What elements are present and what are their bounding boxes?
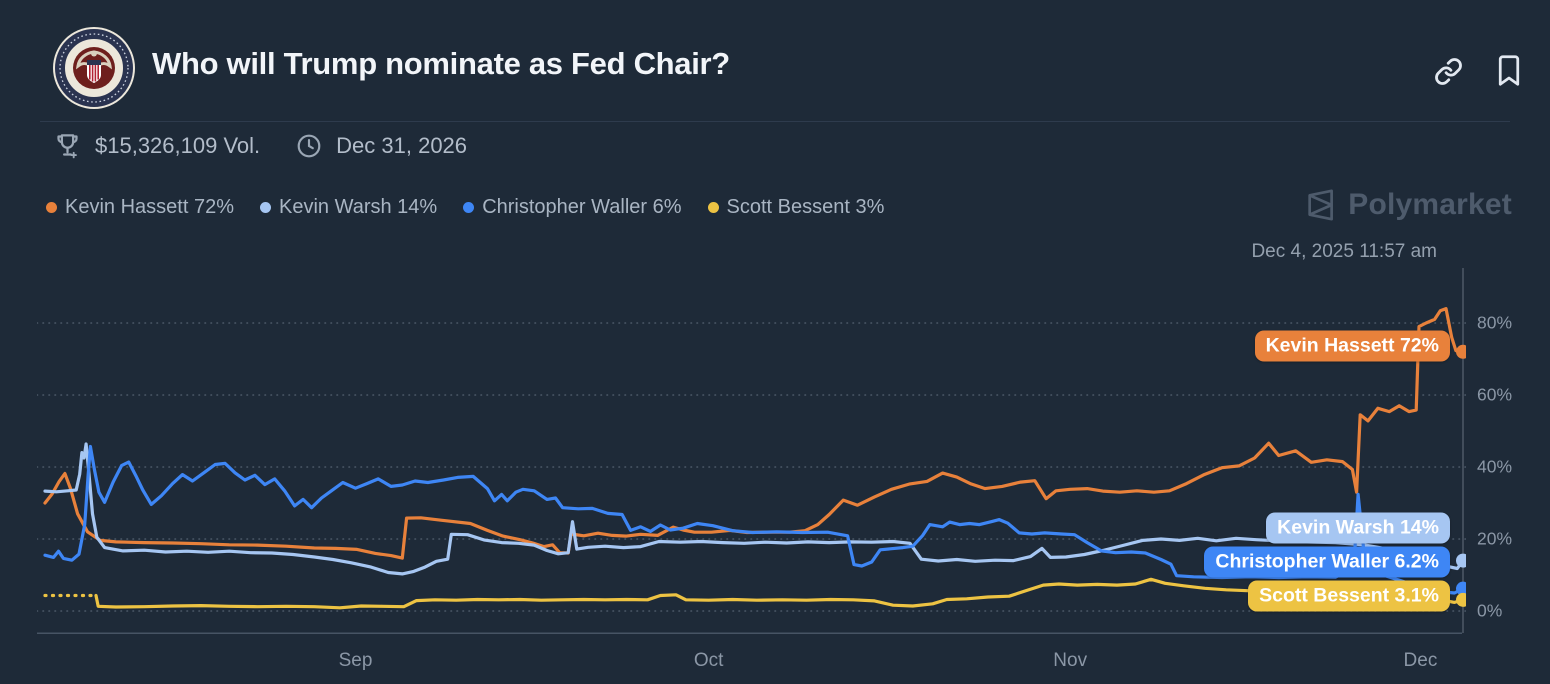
x-axis-tick: Nov <box>1053 650 1088 671</box>
polymarket-wordmark: Polymarket <box>1348 188 1512 221</box>
page-title: Who will Trump nominate as Fed Chair? <box>152 46 730 81</box>
series-line <box>94 577 1465 610</box>
legend-item[interactable]: Kevin Warsh 14% <box>259 196 438 219</box>
series-line <box>43 442 1465 576</box>
x-axis-tick: Sep <box>338 650 373 671</box>
legend-label: Kevin Warsh 14% <box>278 196 438 218</box>
polymarket-logo-icon <box>1308 189 1334 221</box>
y-axis-tick: 0% <box>1477 600 1503 621</box>
legend-item[interactable]: Kevin Hassett 72% <box>46 196 234 219</box>
y-axis-tick: 60% <box>1477 384 1513 405</box>
chart-canvas <box>37 268 1466 634</box>
crosshair-timestamp: Dec 4, 2025 11:57 am <box>1251 241 1437 262</box>
x-axis-tick: Dec <box>1403 650 1438 671</box>
series-value-badge[interactable]: Kevin Warsh 14% <box>1266 512 1450 544</box>
market-logo-federal-reserve-seal <box>53 27 135 109</box>
legend-label: Scott Bessent 3% <box>726 196 885 218</box>
trophy-icon <box>54 132 81 159</box>
series-value-badge[interactable]: Scott Bessent 3.1% <box>1248 580 1450 612</box>
series-end-dot <box>1456 581 1466 596</box>
price-chart[interactable]: 0% 20% 40% 60% 80% Kevin Hassett 72% Kevin War… <box>37 268 1513 684</box>
legend-label: Christopher Waller 6% <box>482 196 682 218</box>
series-value-badge[interactable]: Christopher Waller 6.2% <box>1204 546 1450 578</box>
header-divider <box>40 121 1510 122</box>
legend-dot <box>46 202 57 213</box>
x-axis-tick: Oct <box>693 650 724 671</box>
volume-value: $15,326,109 Vol. <box>95 132 261 158</box>
bookmark-icon[interactable] <box>1494 54 1524 87</box>
series-line <box>43 306 1465 560</box>
market-stats: $15,326,109 Vol. Dec 31, 2026 <box>54 132 467 159</box>
legend-label: Kevin Hassett 72% <box>65 196 234 218</box>
legend-dot <box>707 202 719 213</box>
polymarket-watermark: Polymarket <box>1304 188 1512 222</box>
clock-icon <box>296 133 322 159</box>
y-axis-tick: 20% <box>1477 528 1513 549</box>
legend-dot <box>259 202 271 213</box>
series-line <box>43 444 1465 595</box>
series-end-dot <box>1456 592 1466 607</box>
series-value-badge[interactable]: Kevin Hassett 72% <box>1254 330 1450 362</box>
legend-dot <box>463 202 475 213</box>
end-date: Dec 31, 2026 <box>336 132 468 158</box>
y-axis-tick: 80% <box>1477 312 1513 333</box>
y-axis-tick: 40% <box>1477 456 1513 477</box>
link-icon[interactable] <box>1434 57 1463 86</box>
legend-item[interactable]: Scott Bessent 3% <box>707 196 885 219</box>
series-end-dot <box>1456 553 1466 568</box>
series-end-dot <box>1456 344 1466 359</box>
legend-item[interactable]: Christopher Waller 6% <box>463 196 682 219</box>
chart-legend: Kevin Hassett 72% Kevin Warsh 14% Christop… <box>46 196 884 219</box>
